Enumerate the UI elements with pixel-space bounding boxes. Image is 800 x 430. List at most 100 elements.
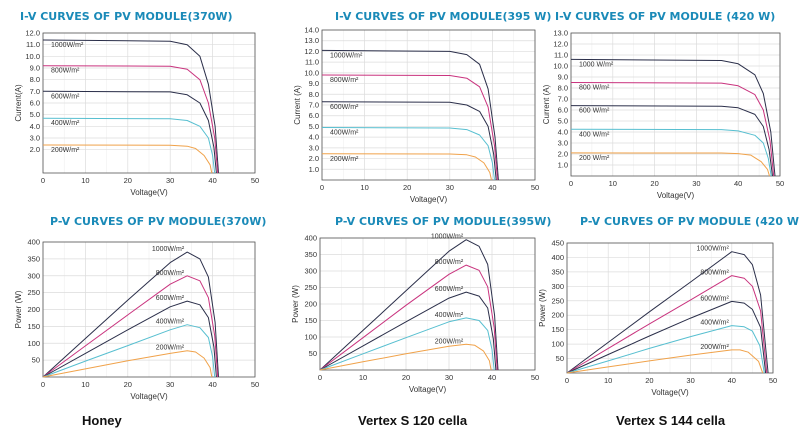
series-line [321, 127, 495, 181]
y-tick-label: 300 [304, 267, 317, 276]
y-tick-label: 6.0 [558, 106, 568, 115]
x-tick-label: 10 [604, 376, 612, 385]
series-line [321, 49, 499, 181]
y-tick-label: 9.0 [309, 79, 319, 88]
series-line [42, 39, 219, 174]
footer-label-middle: Vertex S 120 cella [358, 413, 468, 428]
y-tick-label: 200 [304, 300, 317, 309]
x-tick-label: 30 [166, 380, 174, 389]
series-label: 600W/m² [330, 104, 359, 111]
y-tick-label: 2.0 [558, 150, 568, 159]
chart-title: I-V CURVES OF PV MODULE (420 W) [555, 10, 775, 23]
plot-frame [570, 32, 781, 177]
series-label: 400W/m² [156, 319, 185, 326]
series-line [42, 144, 213, 174]
y-tick-label: 400 [27, 238, 40, 247]
y-tick-label: 11.0 [26, 40, 40, 49]
chart-pv-420: P-V CURVES OF PV MODULE (420 W) 0 10 20 30 40… [538, 215, 800, 397]
x-tick-label: 0 [41, 380, 45, 389]
y-tick-label: 3.0 [30, 134, 40, 143]
y-tick-label: 10.0 [553, 62, 568, 71]
y-tick-label: 9.0 [30, 64, 40, 73]
series-line [570, 128, 772, 177]
x-tick-label: 50 [251, 380, 259, 389]
y-tick-label: 12.0 [553, 40, 568, 49]
series-line [319, 317, 495, 371]
x-tick-label: 40 [488, 183, 496, 192]
x-tick-label: 10 [360, 183, 368, 192]
y-tick-label: 12.0 [304, 47, 319, 56]
x-tick-label: 10 [81, 176, 89, 185]
series-line [570, 105, 773, 177]
series-label: 800W/m² [51, 68, 80, 75]
y-tick-label: 7.0 [30, 87, 40, 96]
chart-iv-395: I-V CURVES OF PV MODULE(395 W) 0 10 20 30 40 5… [293, 10, 551, 204]
y-tick-label: 4.0 [309, 133, 319, 142]
x-tick-label: 50 [776, 179, 784, 188]
series-line [321, 74, 498, 181]
series-label: 600 W/m² [579, 108, 610, 115]
series-line [566, 349, 764, 374]
series-label: 200W/m² [51, 147, 80, 154]
x-tick-label: 10 [359, 373, 367, 382]
chart-title: I-V CURVES OF PV MODULE(370W) [20, 10, 233, 23]
y-tick-label: 400 [304, 234, 317, 243]
y-tick-label: 250 [27, 288, 40, 297]
series-label: 200 W/m² [579, 155, 610, 162]
x-tick-label: 50 [251, 176, 259, 185]
x-tick-label: 50 [769, 376, 777, 385]
series-label: 1000 W/m² [579, 61, 614, 68]
y-tick-label: 200 [551, 311, 564, 320]
y-tick-label: 350 [551, 267, 564, 276]
series-line [42, 90, 217, 174]
x-tick-label: 30 [692, 179, 700, 188]
series-line [42, 251, 219, 378]
y-tick-label: 5.0 [309, 122, 319, 131]
series-line [319, 291, 497, 371]
series-line [570, 152, 770, 177]
series-line [319, 343, 492, 371]
y-tick-label: 13.0 [304, 36, 319, 45]
x-tick-label: 50 [531, 373, 539, 382]
series-label: 200W/m² [330, 156, 359, 163]
footer-label-right: Vertex S 144 cella [616, 413, 726, 428]
x-tick-label: 20 [645, 376, 653, 385]
y-tick-label: 1.0 [558, 161, 568, 170]
series-line [321, 153, 492, 181]
series-label: 200W/m² [700, 344, 729, 351]
series-label: 800W/m² [435, 259, 464, 266]
series-label: 600W/m² [435, 286, 464, 293]
series-line [566, 300, 767, 374]
series-label: 600W/m² [51, 93, 80, 100]
series-line [42, 324, 216, 378]
y-tick-label: 150 [304, 316, 317, 325]
x-axis-label: Voltage(V) [130, 392, 168, 401]
plot-frame [321, 29, 536, 181]
series-line [42, 350, 213, 378]
y-tick-label: 200 [27, 305, 40, 314]
y-tick-label: 50 [556, 354, 564, 363]
x-tick-label: 40 [488, 373, 496, 382]
x-tick-label: 0 [320, 183, 324, 192]
y-tick-label: 3.0 [309, 143, 319, 152]
chart-title: P-V CURVES OF PV MODULE (420 W) [580, 215, 800, 228]
y-tick-label: 13.0 [553, 29, 568, 38]
y-axis-label: Power (W) [291, 285, 300, 323]
x-axis-label: Voltage(V) [409, 385, 447, 394]
y-tick-label: 300 [551, 282, 564, 291]
x-tick-label: 30 [686, 376, 694, 385]
chart-title: P-V CURVES OF PV MODULE(395W) [335, 215, 551, 228]
y-tick-label: 250 [551, 296, 564, 305]
y-tick-label: 11.0 [554, 51, 568, 60]
x-tick-label: 20 [403, 183, 411, 192]
series-label: 200W/m² [435, 338, 464, 345]
series-label: 400W/m² [330, 130, 359, 137]
y-tick-label: 14.0 [304, 26, 319, 35]
x-tick-label: 30 [166, 176, 174, 185]
y-axis-label: Power (W) [538, 289, 547, 327]
x-tick-label: 20 [650, 179, 658, 188]
chart-pv-370: P-V CURVES OF PV MODULE(370W) 0 10 20 30 40 50… [14, 215, 266, 401]
x-tick-label: 0 [569, 179, 573, 188]
x-tick-label: 30 [445, 373, 453, 382]
x-tick-label: 20 [124, 176, 132, 185]
